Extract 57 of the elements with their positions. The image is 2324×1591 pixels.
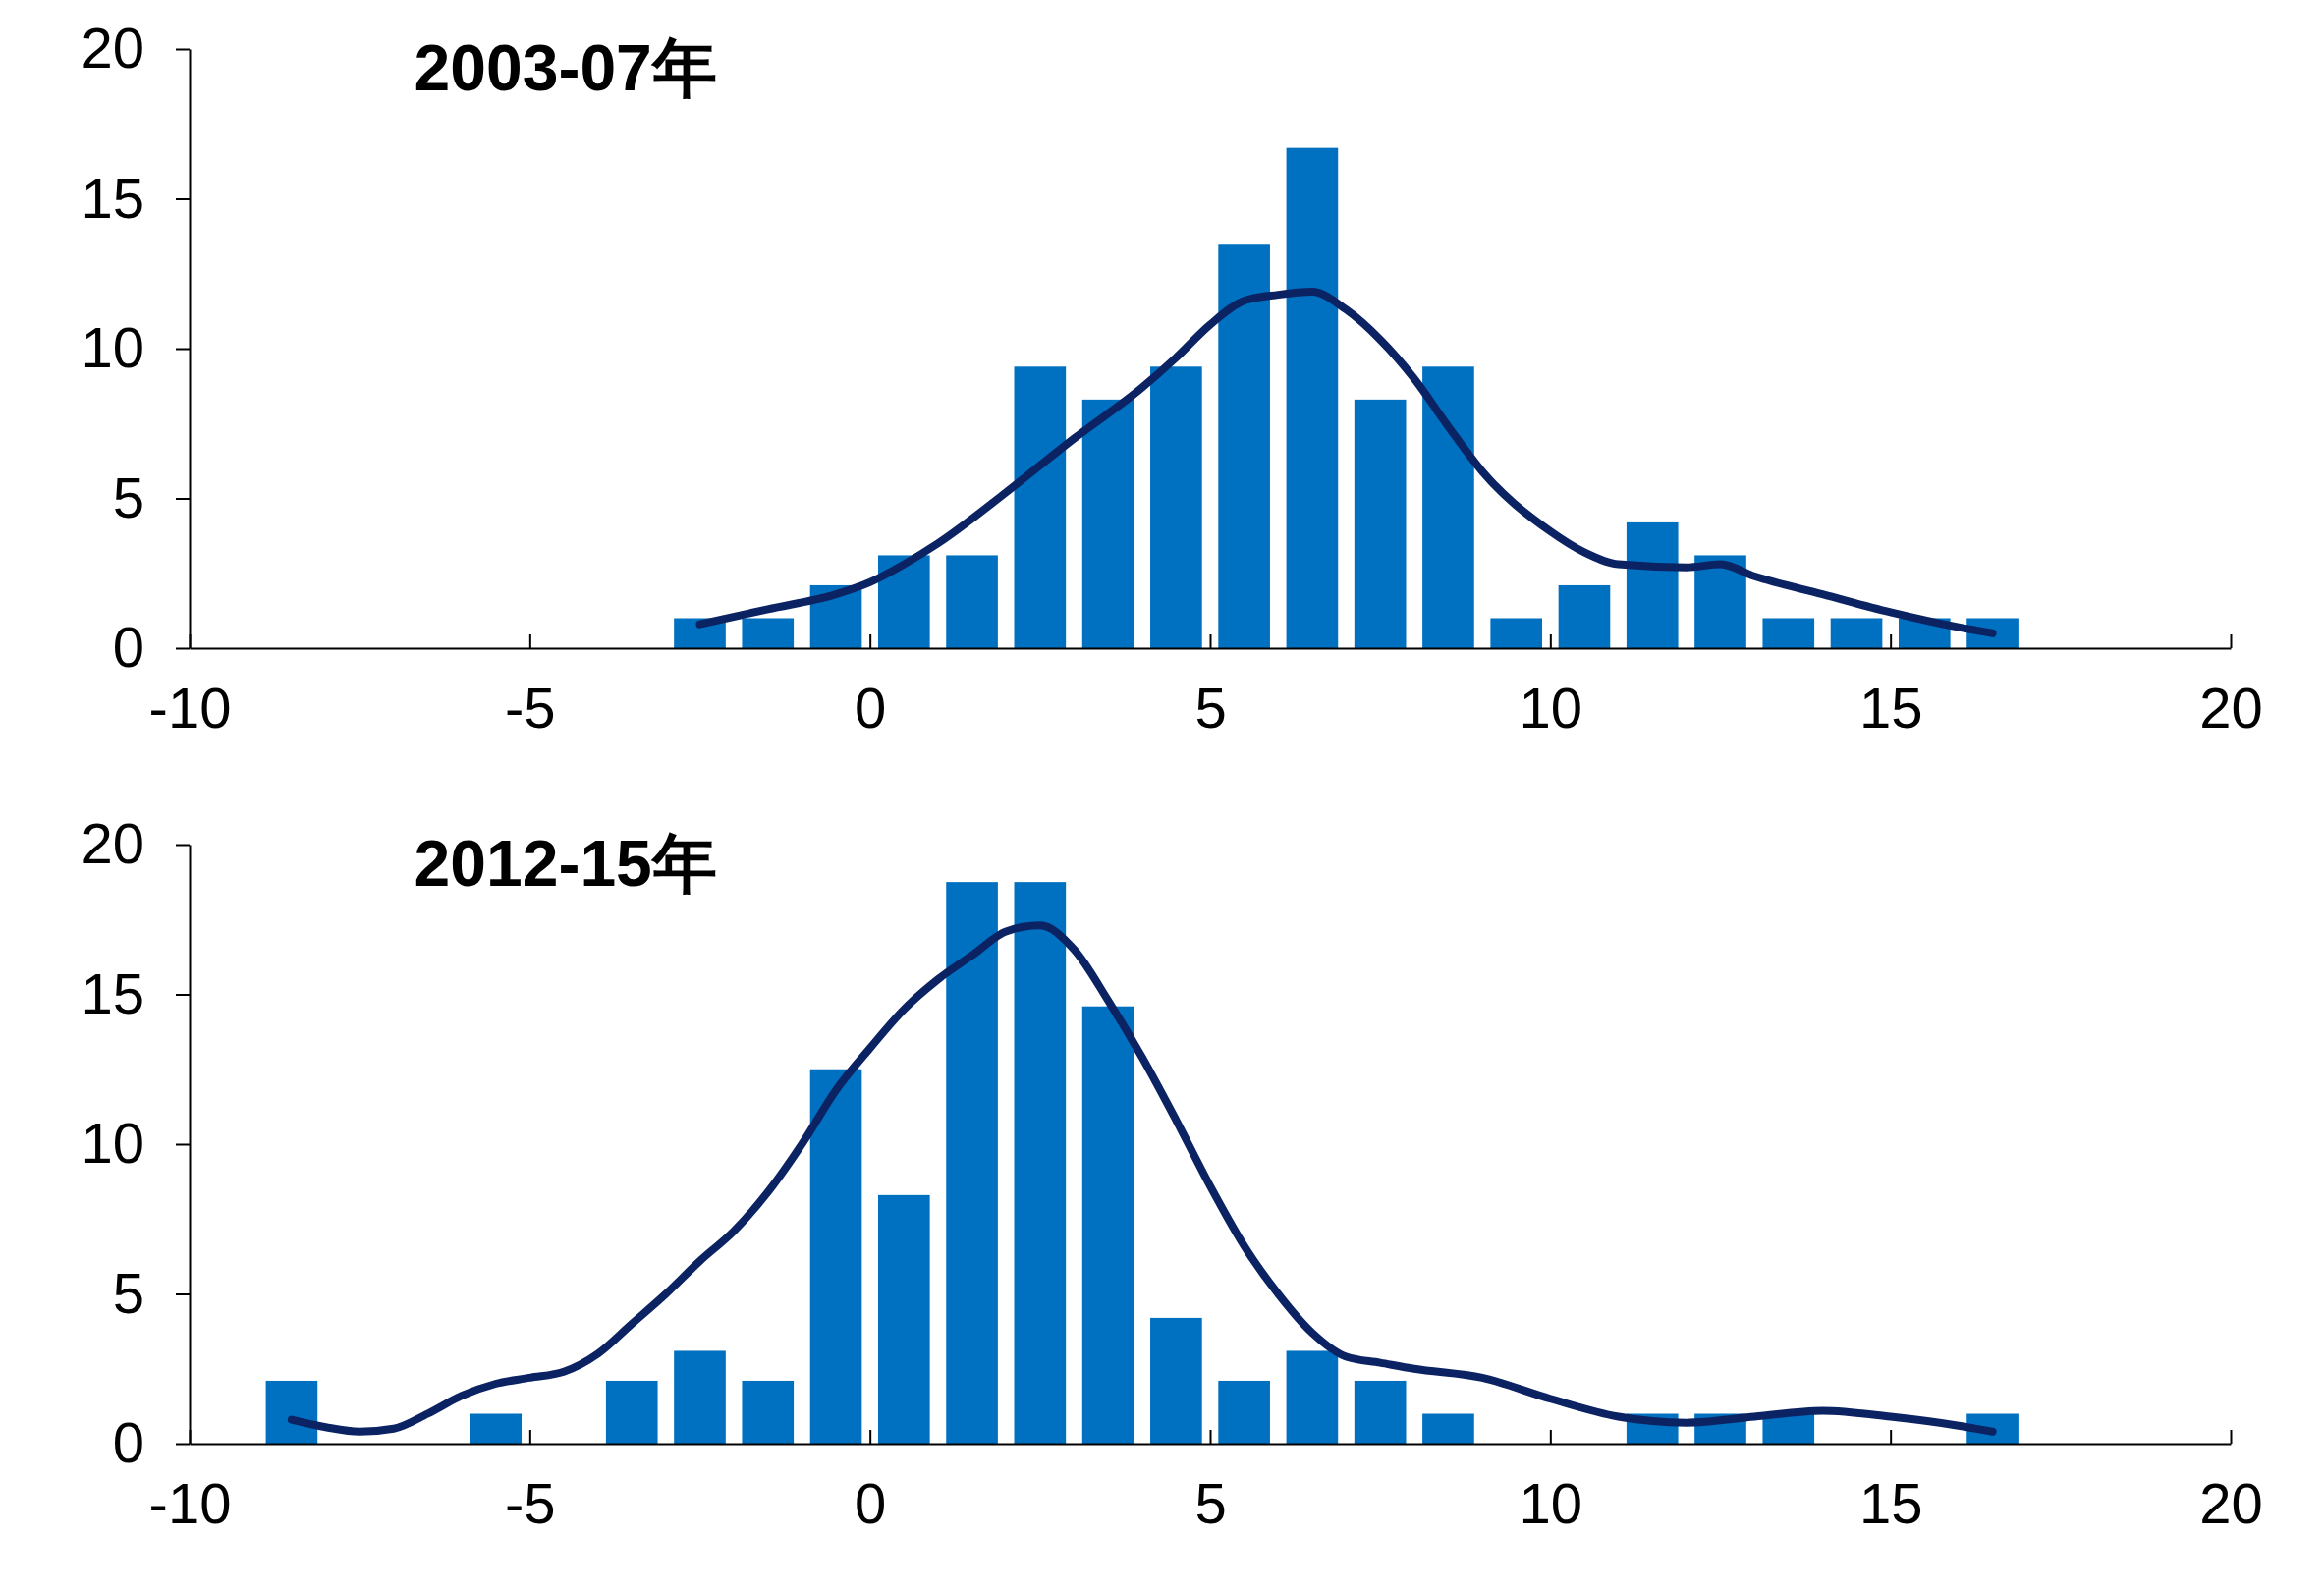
chart-title: 2012-15年	[414, 827, 717, 900]
bar	[1422, 366, 1474, 648]
x-tick-label: 20	[2199, 1471, 2263, 1536]
bar	[946, 882, 998, 1444]
x-tick-label: -10	[148, 676, 232, 741]
x-tick-label: 15	[1858, 1471, 1923, 1536]
x-tick-label: 5	[1194, 676, 1227, 741]
bar	[1218, 1380, 1270, 1444]
bar	[1286, 1350, 1339, 1444]
x-tick-label: 10	[1519, 676, 1583, 741]
bar	[1422, 1413, 1474, 1444]
y-tick-label: 20	[81, 16, 144, 81]
x-tick-label: 0	[855, 1471, 887, 1536]
x-tick-label: 15	[1858, 676, 1923, 741]
bar	[674, 1350, 726, 1444]
y-tick-label: 15	[81, 960, 144, 1025]
x-tick-label: 0	[855, 676, 887, 741]
bar	[1490, 618, 1543, 648]
y-tick-label: 0	[112, 615, 144, 680]
y-tick-label: 5	[112, 1260, 144, 1325]
bar	[1286, 147, 1339, 648]
x-tick-label: -5	[505, 1471, 556, 1536]
bar	[1150, 366, 1202, 648]
bar	[1081, 399, 1134, 648]
y-tick-label: 0	[112, 1410, 144, 1475]
y-tick-label: 15	[81, 165, 144, 230]
bar	[1354, 1380, 1407, 1444]
bar	[605, 1380, 658, 1444]
bar	[265, 1380, 318, 1444]
y-tick-label: 10	[81, 1111, 144, 1176]
bar	[946, 555, 998, 648]
bar	[1762, 618, 1815, 648]
x-tick-label: 10	[1519, 1471, 1583, 1536]
bar	[1014, 882, 1067, 1444]
bar	[1626, 521, 1679, 648]
bar	[809, 1069, 862, 1444]
x-tick-label: 20	[2199, 676, 2263, 741]
bar	[1354, 399, 1407, 648]
y-tick-label: 5	[112, 465, 144, 529]
x-tick-label: 5	[1194, 1471, 1227, 1536]
bar	[742, 618, 795, 648]
bar	[1081, 1006, 1134, 1444]
x-tick-label: -10	[148, 1471, 232, 1536]
bar	[1150, 1317, 1202, 1444]
x-tick-label: -5	[505, 676, 556, 741]
bar	[1694, 555, 1746, 648]
bar	[877, 1194, 930, 1444]
y-tick-label: 20	[81, 811, 144, 876]
bar	[742, 1380, 795, 1444]
bar	[1830, 618, 1883, 648]
bar	[877, 555, 930, 648]
chart-title: 2003-07年	[414, 31, 717, 104]
y-tick-label: 10	[81, 315, 144, 380]
bar	[1014, 366, 1067, 648]
bar	[1558, 584, 1611, 648]
bar	[470, 1413, 523, 1444]
bar	[1218, 244, 1270, 648]
